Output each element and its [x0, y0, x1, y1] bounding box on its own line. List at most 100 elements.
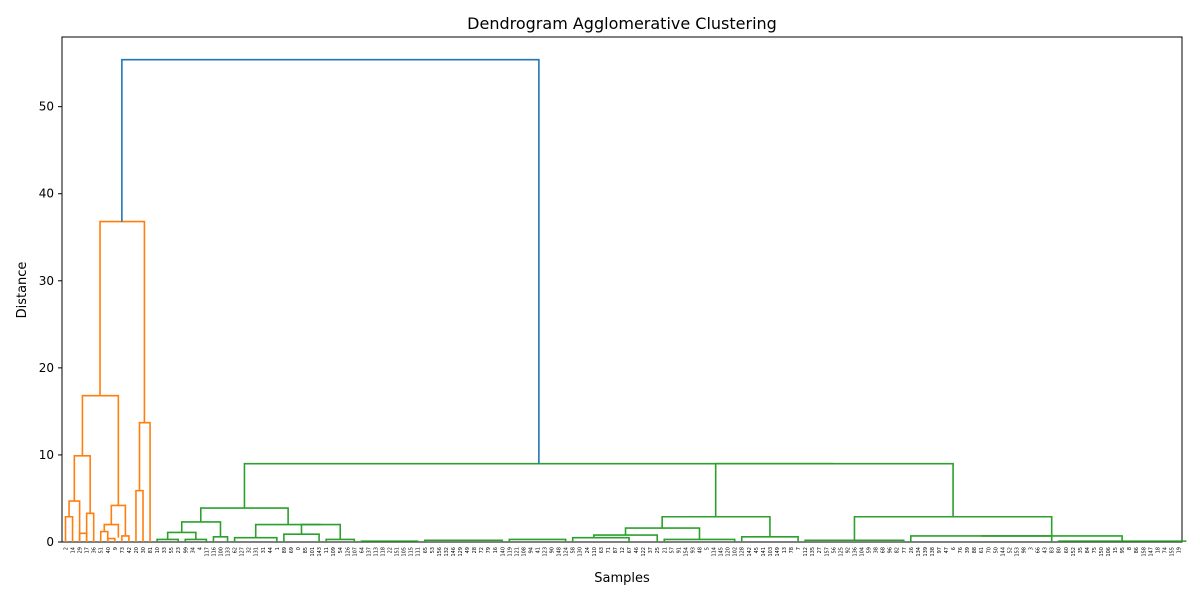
leaf-label: 18 [1155, 547, 1161, 553]
leaf-label: 31 [261, 547, 267, 553]
leaf-label: 14 [71, 547, 77, 553]
leaf-label: 13 [782, 547, 788, 553]
leaf-label: 123 [543, 547, 549, 557]
dendrogram-link [804, 539, 905, 542]
leaf-label: 1 [275, 547, 281, 550]
dendrogram-link [184, 538, 208, 542]
leaf-label: 22 [388, 547, 394, 553]
dendrogram-link [508, 538, 567, 542]
dendrogram-link [853, 515, 1053, 541]
leaf-label: 143 [317, 547, 323, 557]
leaf-label: 119 [507, 547, 513, 557]
leaf-label: 116 [211, 547, 217, 557]
y-tick-label: 20 [39, 361, 54, 375]
leaf-label: 73 [120, 547, 126, 553]
leaf-label: 53 [430, 547, 436, 553]
leaf-label: 109 [331, 547, 337, 557]
leaf-label: 62 [233, 547, 239, 553]
leaf-label: 59 [867, 547, 873, 553]
leaf-label: 139 [923, 547, 929, 557]
leaf-label: 126 [345, 547, 351, 557]
dendrogram-link [73, 455, 91, 514]
leaf-label: 94 [528, 547, 534, 553]
dendrogram-link [423, 539, 504, 542]
leaf-label: 3 [1029, 547, 1035, 550]
dendrogram-link [180, 521, 222, 537]
leaf-label: 155 [1169, 547, 1175, 557]
leaf-label: 26 [909, 547, 915, 553]
leaf-label: 11 [324, 547, 330, 553]
dendrogram-link [99, 530, 109, 542]
leaf-label: 150 [1099, 547, 1105, 557]
leaf-label: 146 [451, 547, 457, 557]
leaf-label: 132 [444, 547, 450, 557]
leaf-label: 51 [99, 547, 105, 553]
leaf-label: 39 [965, 547, 971, 553]
leaf-label: 145 [719, 547, 725, 557]
leaf-label: 152 [1071, 547, 1077, 557]
dendrogram-link [166, 531, 197, 540]
leaf-label: 80 [1057, 547, 1063, 553]
dendrogram-link [910, 535, 1053, 542]
leaf-label: 112 [803, 547, 809, 557]
leaf-label: 32 [247, 547, 253, 553]
dendrogram-link [981, 535, 1123, 542]
dendrogram-link [121, 535, 130, 542]
leaf-label: 76 [958, 547, 964, 553]
dendrogram-link [121, 58, 540, 464]
leaf-label: 105 [402, 547, 408, 557]
leaf-label: 129 [458, 547, 464, 557]
leaf-label: 65 [423, 547, 429, 553]
leaf-label: 56 [831, 547, 837, 553]
leaf-label: 57 [669, 547, 675, 553]
leaf-label: 9 [113, 547, 119, 550]
dendrogram-link [663, 538, 736, 542]
leaf-label: 104 [859, 547, 865, 557]
leaf-label: 137 [366, 547, 372, 557]
leaf-label: 4 [197, 547, 203, 550]
y-tick-label: 30 [39, 274, 54, 288]
leaf-label: 102 [733, 547, 739, 557]
leaf-label: 124 [564, 547, 570, 557]
dendrogram-link [106, 537, 116, 542]
leaf-label: 148 [557, 547, 563, 557]
leaf-label: 156 [437, 547, 443, 557]
leaf-label: 58 [571, 547, 577, 553]
leaf-label: 54 [338, 547, 344, 553]
leaf-label: 75 [1092, 547, 1098, 553]
leaf-label: 95 [1120, 547, 1126, 553]
leaf-label: 97 [937, 547, 943, 553]
leaf-label: 121 [514, 547, 520, 557]
leaf-label: 122 [641, 547, 647, 557]
leaf-label: 28 [472, 547, 478, 553]
dendrogram-link [78, 532, 88, 542]
leaf-label: 78 [789, 547, 795, 553]
leaf-label: 48 [697, 547, 703, 553]
dendrogram-link [740, 535, 799, 542]
leaf-label: 68 [881, 547, 887, 553]
leaf-label: 49 [465, 547, 471, 553]
leaf-label: 66 [1036, 547, 1042, 553]
dendrogram-link [624, 527, 701, 540]
leaf-label: 33 [162, 547, 168, 553]
leaf-label: 158 [1141, 547, 1147, 557]
dendrogram-link [81, 394, 120, 506]
leaf-label: 141 [761, 547, 767, 557]
dendrogram-links [64, 58, 1187, 542]
leaf-label: 135 [810, 547, 816, 557]
dendrogram-link [360, 540, 419, 542]
leaf-label: 16 [493, 547, 499, 553]
leaf-label: 84 [1085, 547, 1091, 553]
leaf-label: 125 [838, 547, 844, 557]
leaf-label: 99 [183, 547, 189, 553]
dendrogram-link [138, 421, 151, 542]
leaf-label: 69 [289, 547, 295, 553]
dendrogram-link [254, 523, 321, 538]
leaf-label: 85 [303, 547, 309, 553]
leaf-label: 81 [148, 547, 154, 553]
leaf-label: 30 [141, 547, 147, 553]
leaf-label: 110 [592, 547, 598, 557]
leaf-label: 128 [740, 547, 746, 557]
leaf-label: 0 [296, 547, 302, 550]
leaf-label: 44 [268, 547, 274, 553]
